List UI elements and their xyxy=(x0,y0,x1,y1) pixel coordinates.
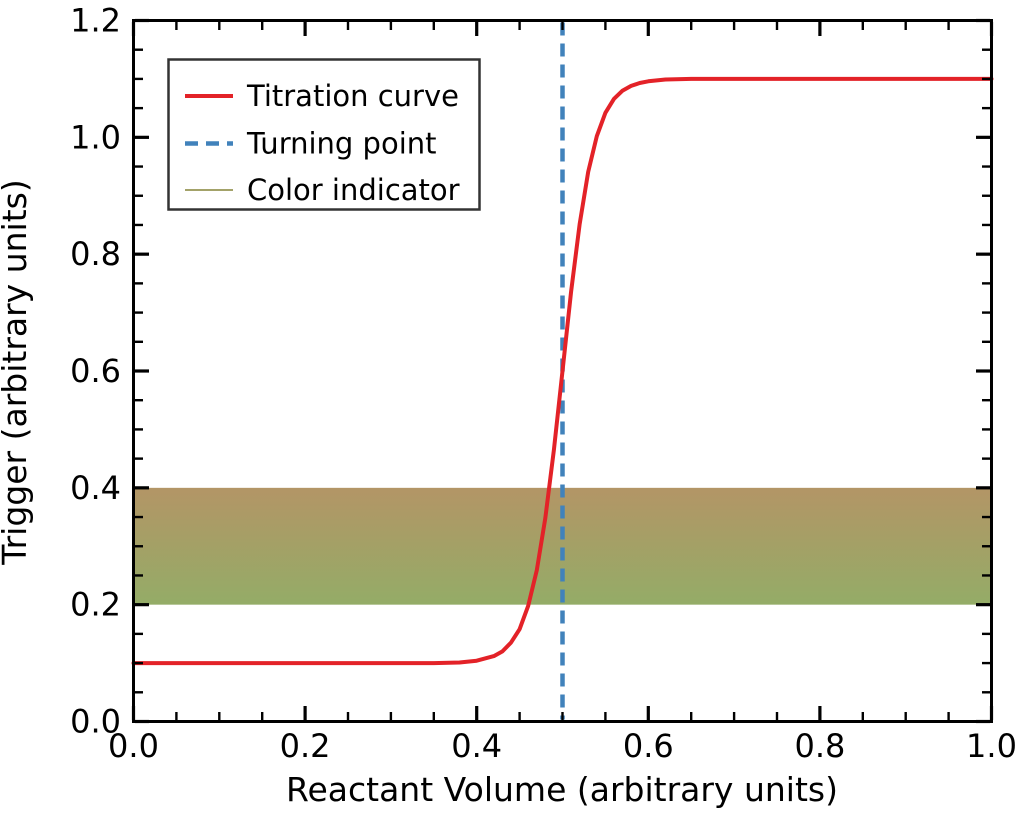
tick-label: 0.6 xyxy=(70,352,121,390)
x-tick-labels: 0.0 0.2 0.4 0.6 0.8 1.0 xyxy=(108,727,1017,765)
tick-label: 0.2 xyxy=(70,586,121,624)
x-axis-label: Reactant Volume (arbitrary units) xyxy=(286,770,838,809)
tick-label: 0.8 xyxy=(794,727,845,765)
color-indicator-band xyxy=(135,487,990,605)
titration-curve xyxy=(131,76,994,666)
legend: Titration curve Turning point Color indi… xyxy=(167,58,481,211)
tick-label: 0.4 xyxy=(451,727,502,765)
legend-box xyxy=(167,58,481,211)
y-axis-label: Trigger (arbitrary units) xyxy=(0,179,34,565)
y-tick-labels: 0.0 0.2 0.4 0.6 0.8 1.0 1.2 xyxy=(70,2,121,741)
tick-label: 1.2 xyxy=(70,2,121,40)
plot-frame xyxy=(132,19,993,723)
tick-label: 0.4 xyxy=(70,469,121,507)
tick-label: 0.8 xyxy=(70,235,121,273)
axis-ticks xyxy=(131,18,994,724)
legend-label-turning-point: Turning point xyxy=(246,127,437,161)
tick-label: 0.0 xyxy=(70,703,121,741)
tick-label: 1.0 xyxy=(966,727,1017,765)
tick-label: 0.2 xyxy=(280,727,331,765)
legend-label-color-indicator: Color indicator xyxy=(247,173,460,207)
tick-label: 0.0 xyxy=(108,727,159,765)
tick-label: 1.0 xyxy=(70,118,121,156)
tick-label: 0.6 xyxy=(623,727,674,765)
legend-label-titration-curve: Titration curve xyxy=(246,79,459,113)
